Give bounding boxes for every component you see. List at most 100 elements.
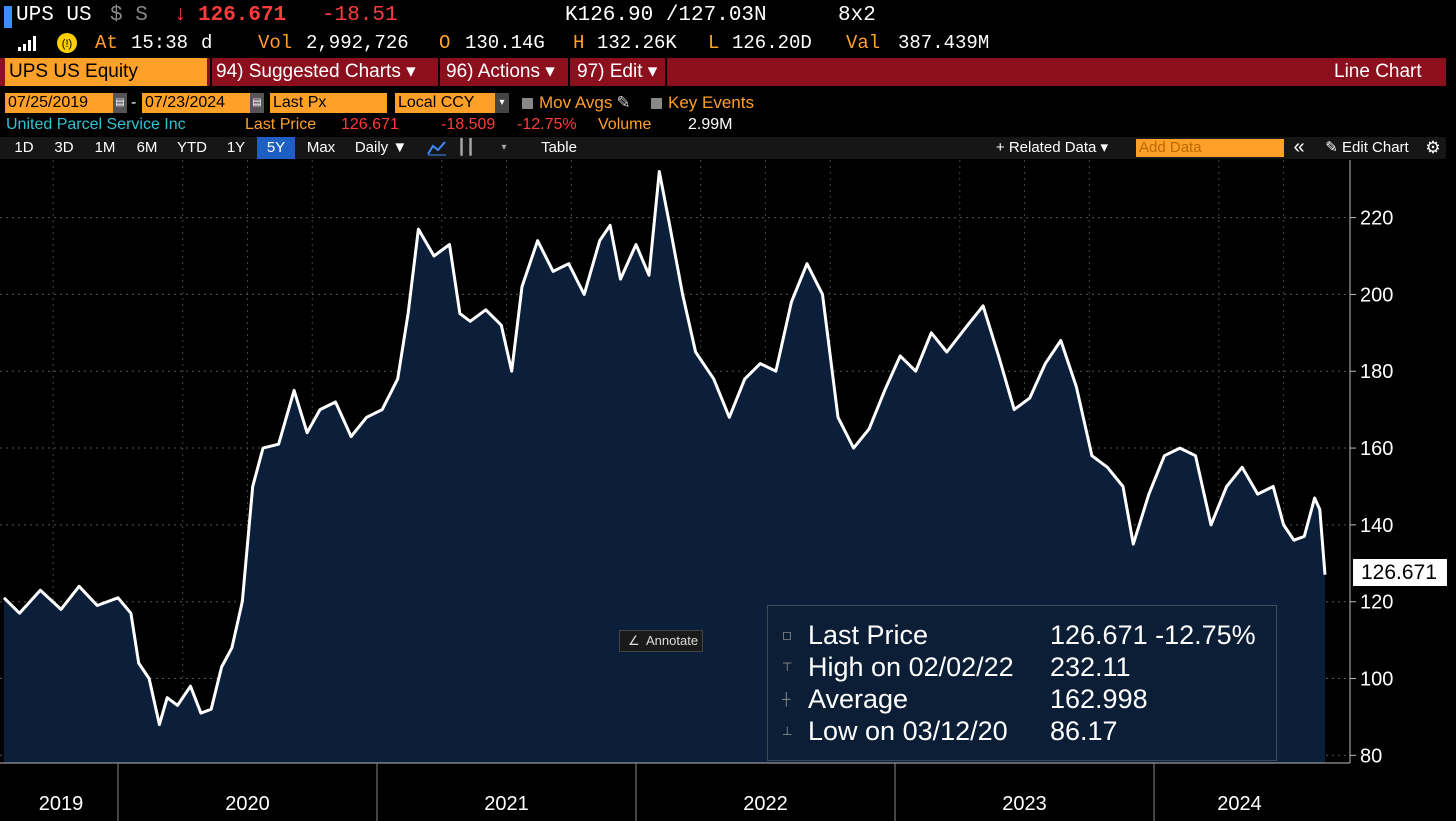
calendar-icon[interactable]: ▤: [250, 93, 264, 113]
bid-ask-size: 8x2: [838, 4, 876, 27]
legend-last-label: Last Price: [808, 620, 929, 650]
x-tick-label: 2023: [1002, 793, 1047, 815]
price-line: [2, 170, 1327, 727]
high-price: 132.26K: [597, 32, 677, 54]
collapse-icon[interactable]: «: [1293, 136, 1305, 158]
time-suffix: d: [201, 32, 213, 54]
x-tick-label: 2020: [225, 793, 270, 815]
volume-label: Volume: [598, 116, 652, 133]
svg-text:(!): (!): [62, 38, 72, 50]
traded-value: 387.439M: [898, 32, 990, 54]
end-date-field[interactable]: 07/23/2024 ▤: [142, 93, 264, 113]
range-ytd[interactable]: YTD: [177, 139, 207, 156]
quote-stats: (!) At 15:38 d Vol 2,992,726 O 130.14G H…: [0, 32, 1456, 56]
pencil-icon: ∠: [628, 633, 640, 648]
range-3d[interactable]: 3D: [54, 139, 74, 156]
last-price-value: 126.671: [341, 116, 399, 133]
y-tick-label: 140: [1360, 515, 1393, 537]
x-tick-label: 2021: [484, 793, 529, 815]
y-axis: 80 100 120 140 160 180 200 220: [1350, 208, 1393, 767]
legend-low-label: Low on 03/12/20: [808, 716, 1008, 746]
price-change-pct: -12.75%: [517, 116, 577, 133]
last-value-tag: 126.671: [1353, 559, 1447, 586]
last-price: 126.671: [198, 4, 287, 27]
net-change: -18.51: [322, 4, 398, 27]
field-select[interactable]: Last Px: [270, 93, 387, 113]
low-marker-icon: ⊥: [782, 724, 793, 738]
volume-value: 2.99M: [688, 116, 733, 133]
start-date-field[interactable]: 07/25/2019 ▤: [5, 93, 127, 113]
y-tick-label: 200: [1360, 284, 1393, 306]
edit-chart-label: Edit Chart: [1342, 139, 1409, 156]
at-label: At: [95, 32, 118, 54]
legend-avg-label: Average: [808, 684, 909, 714]
related-data-button[interactable]: + Related Data ▾: [995, 139, 1109, 156]
currency-value: Local CCY: [398, 94, 475, 111]
legend-low-value: 86.17: [1050, 716, 1118, 746]
clock-icon: (!): [54, 32, 80, 60]
pencil-icon[interactable]: ✎: [616, 93, 631, 112]
legend-high-value: 232.11: [1050, 652, 1131, 682]
line-chart-icon[interactable]: [424, 137, 450, 159]
legend-avg-value: 162.998: [1050, 684, 1148, 714]
x-tick-label: 2024: [1217, 793, 1262, 815]
range-1y[interactable]: 1Y: [226, 139, 246, 156]
legend-last-value: 126.671 -12.75%: [1050, 620, 1256, 650]
checkbox[interactable]: [522, 98, 533, 110]
field-value: Last Px: [273, 94, 327, 111]
end-date-value: 07/23/2024: [145, 94, 226, 111]
range-max[interactable]: Max: [306, 139, 336, 156]
last-trade-time: 15:38: [131, 32, 189, 54]
bar-chart-icon[interactable]: ┃┃: [456, 139, 476, 156]
gear-icon[interactable]: ⚙: [1425, 138, 1441, 157]
range-5y[interactable]: 5Y: [257, 137, 295, 159]
period-select[interactable]: Daily ▼: [354, 139, 408, 156]
high-marker-icon: ⊤: [782, 660, 793, 674]
mov-avgs-toggle[interactable]: Mov Avgs ✎: [522, 93, 631, 113]
legend-high-label: High on 02/02/22: [808, 652, 1014, 682]
open-label: O: [439, 32, 451, 54]
ticker[interactable]: UPS US: [16, 4, 92, 27]
date-separator: -: [131, 94, 137, 111]
chart-toolbar: 1D 3D 1M 6M YTD 1Y 5Y Max Daily ▼ ┃┃ ▾ T…: [0, 137, 1446, 159]
table-button[interactable]: Table: [541, 139, 577, 156]
y-tick-label: 120: [1360, 592, 1393, 614]
y-tick-label: 180: [1360, 361, 1393, 383]
checkbox[interactable]: [651, 98, 662, 110]
last-price-label: Last Price: [245, 116, 317, 133]
low-label: L: [708, 32, 720, 54]
add-data-placeholder: Add Data: [1139, 139, 1202, 156]
ticker-marker: [4, 6, 12, 28]
actions-menu[interactable]: 96) Actions ▾: [446, 61, 555, 82]
last-price-marker-icon: ◻: [782, 628, 792, 642]
security-field[interactable]: UPS US Equity: [5, 58, 207, 86]
annotate-label: Annotate: [646, 633, 699, 648]
bid-ask: K126.90 /127.03N: [565, 4, 767, 27]
edit-chart-button[interactable]: ✎ Edit Chart: [1315, 137, 1419, 159]
range-1m[interactable]: 1M: [94, 139, 116, 156]
annotate-button[interactable]: ∠ Annotate: [619, 630, 703, 652]
low-price: 126.20D: [732, 32, 812, 54]
key-events-toggle[interactable]: Key Events: [651, 93, 754, 113]
add-data-input[interactable]: Add Data: [1136, 139, 1284, 157]
calendar-icon[interactable]: ▤: [113, 93, 127, 113]
signal-icon: [18, 34, 42, 58]
edit-menu[interactable]: 97) Edit ▾: [577, 61, 658, 82]
price-change: -18.509: [441, 116, 496, 133]
y-tick-label: 80: [1360, 745, 1382, 767]
range-1d[interactable]: 1D: [14, 139, 34, 156]
start-date-value: 07/25/2019: [8, 94, 89, 111]
chevron-down-icon[interactable]: ▾: [495, 93, 509, 113]
pencil-icon: ✎: [1325, 139, 1338, 156]
range-6m[interactable]: 6M: [136, 139, 158, 156]
chart-type-label: Line Chart: [1334, 61, 1422, 82]
high-label: H: [573, 32, 585, 54]
x-axis: 2019 2020 2021 2022 2023 2024: [39, 763, 1262, 821]
suggested-charts-menu[interactable]: 94) Suggested Charts ▾: [216, 61, 416, 82]
y-tick-label: 100: [1360, 669, 1393, 691]
quote-header: UPS US $ S ↓ 126.671 -18.51 K126.90 /127…: [0, 4, 1456, 30]
chevron-down-icon[interactable]: ▾: [501, 142, 507, 153]
security-summary: United Parcel Service Inc Last Price 126…: [0, 116, 1456, 136]
currency-select[interactable]: Local CCY ▾: [395, 93, 509, 113]
volume: 2,992,726: [306, 32, 409, 54]
